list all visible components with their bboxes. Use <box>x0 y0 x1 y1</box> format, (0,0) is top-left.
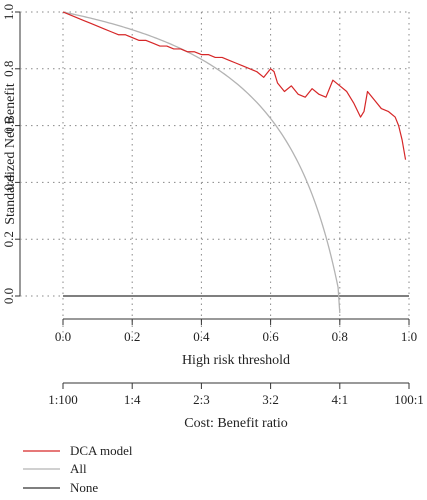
y-tick-label-2: 0.4 <box>1 174 16 191</box>
y-tick-label-4: 0.8 <box>1 61 16 77</box>
y-axis: 0.0 0.2 0.4 0.6 0.8 1.0 <box>1 4 20 304</box>
cost-benefit-tick-label-2: 2:3 <box>193 392 210 407</box>
cost-benefit-axis: 1:100 1:4 2:3 3:2 4:1 100:1 <box>48 382 424 407</box>
x-tick-label-5: 1.0 <box>401 329 417 344</box>
legend-label-none: None <box>70 480 98 495</box>
x-axis-title: High risk threshold <box>182 353 290 368</box>
series-layer <box>62 11 409 314</box>
y-tick-label-5: 1.0 <box>1 4 16 20</box>
x-tick-label-2: 0.4 <box>193 329 210 344</box>
grid <box>20 11 410 338</box>
y-tick-label-0: 0.0 <box>1 288 16 304</box>
y-axis-title: Standardized Net Benefit <box>3 83 18 225</box>
legend-label-all: All <box>70 461 87 476</box>
series-line-dca-model <box>62 11 407 160</box>
legend: DCA model All None <box>23 443 133 495</box>
x-tick-label-0: 0.0 <box>55 329 71 344</box>
cost-benefit-tick-label-1: 1:4 <box>124 392 141 407</box>
cost-benefit-tick-label-0: 1:100 <box>48 392 78 407</box>
y-tick-label-1: 0.2 <box>1 231 16 247</box>
x-tick-label-3: 0.6 <box>262 329 279 344</box>
cost-benefit-tick-label-3: 3:2 <box>262 392 279 407</box>
cost-benefit-axis-title: Cost: Benefit ratio <box>184 416 287 431</box>
cost-benefit-tick-label-4: 4:1 <box>331 392 348 407</box>
x-tick-label-1: 0.2 <box>124 329 140 344</box>
series-line-all <box>62 11 341 314</box>
x-tick-label-4: 0.8 <box>332 329 348 344</box>
x-axis: 0.0 0.2 0.4 0.6 0.8 1.0 <box>55 318 417 344</box>
cost-benefit-tick-label-5: 100:1 <box>394 392 424 407</box>
legend-label-dca-model: DCA model <box>70 443 133 458</box>
y-tick-label-3: 0.6 <box>1 117 16 134</box>
